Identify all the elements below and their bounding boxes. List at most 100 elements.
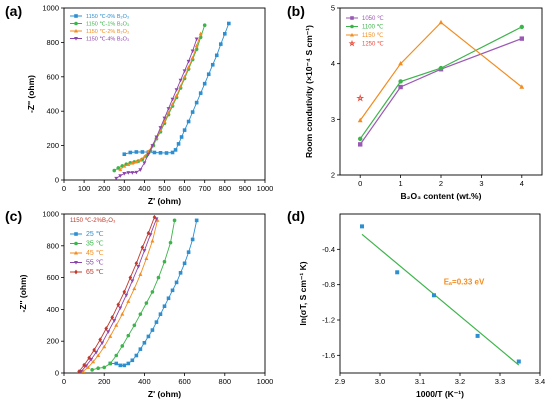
y-tick-label: -1.2 xyxy=(322,316,335,325)
x-tick-label: 3.2 xyxy=(455,377,465,386)
plot-area xyxy=(77,214,199,373)
data-point xyxy=(144,301,149,305)
data-point xyxy=(170,288,175,293)
data-point xyxy=(100,341,105,345)
data-point xyxy=(152,150,157,155)
data-point xyxy=(154,320,159,324)
data-point xyxy=(186,59,191,64)
data-point xyxy=(86,365,91,369)
data-point xyxy=(395,270,400,275)
data-point xyxy=(130,358,135,363)
panel-b: (b) 0 1 2 3 4 2 3 4 5 B₂O₃ content (wt.%) Room cond… xyxy=(287,3,543,201)
data-point xyxy=(176,142,181,146)
data-point xyxy=(87,355,91,361)
y-axis-title: Room condutivity (×10⁻⁴ S cm⁻¹) xyxy=(304,25,314,158)
data-point xyxy=(150,328,155,332)
series-2 xyxy=(118,31,203,172)
data-point xyxy=(108,334,113,338)
x-tick-label: 200 xyxy=(98,184,111,193)
data-point xyxy=(357,117,363,123)
data-point xyxy=(202,23,207,28)
series-3 xyxy=(356,94,365,102)
legend-marker xyxy=(74,250,78,255)
data-point xyxy=(173,148,178,152)
series-line xyxy=(359,26,523,140)
data-point xyxy=(358,142,363,147)
x-tick-label: 0 xyxy=(62,184,66,193)
data-point xyxy=(178,84,183,88)
legend-marker xyxy=(74,261,78,265)
data-point xyxy=(89,358,94,362)
panel-label: (c) xyxy=(5,208,22,224)
data-point xyxy=(150,238,155,243)
data-point xyxy=(190,55,195,60)
plot-area xyxy=(112,21,231,180)
series-2 xyxy=(357,19,525,123)
data-point xyxy=(170,150,175,155)
x-tick-label: 700 xyxy=(198,184,211,193)
data-point xyxy=(142,161,147,165)
legend-marker xyxy=(348,39,356,47)
data-point xyxy=(134,159,139,164)
y-tick-label: 400 xyxy=(46,305,59,314)
y-tick-label: 4 xyxy=(331,59,335,68)
data-point xyxy=(98,337,102,342)
y-tick-label: 600 xyxy=(46,72,59,81)
data-point xyxy=(126,299,131,303)
data-point xyxy=(210,62,215,67)
data-point xyxy=(102,344,107,349)
data-point xyxy=(122,363,127,368)
legend-entry: 1050 ℃ xyxy=(362,16,384,22)
data-point xyxy=(227,21,231,26)
x-tick-label: 400 xyxy=(138,377,151,386)
y-tick-label: -0.4 xyxy=(322,245,335,254)
data-point xyxy=(174,88,179,92)
y-axis-title: -Z'' (ohm) xyxy=(26,75,36,113)
y-tick-label: 800 xyxy=(46,38,59,47)
x-tick-label: 2.9 xyxy=(335,377,345,386)
data-point xyxy=(142,249,147,253)
data-point xyxy=(126,361,131,366)
data-point xyxy=(148,233,153,237)
data-point xyxy=(116,166,121,170)
data-point xyxy=(516,359,521,364)
data-point xyxy=(92,347,96,353)
x-tick-label: 800 xyxy=(219,377,232,386)
data-point xyxy=(519,36,524,41)
x-tick-label: 200 xyxy=(98,377,111,386)
data-point xyxy=(138,168,143,172)
data-point xyxy=(194,37,199,42)
data-point xyxy=(154,217,159,221)
data-point xyxy=(150,290,155,294)
legend-entry: 1150 ℃-1% B₂O₃ xyxy=(86,22,129,28)
x-tick-label: 3.0 xyxy=(375,377,385,386)
series-0 xyxy=(122,21,231,156)
legend-entry: 1100 ℃ xyxy=(362,25,384,31)
series-line xyxy=(114,25,206,171)
legend-marker xyxy=(74,28,78,33)
data-point xyxy=(156,275,161,280)
data-point xyxy=(158,151,163,155)
data-point xyxy=(112,168,117,173)
data-point xyxy=(126,171,131,175)
x-tick-label: 400 xyxy=(138,184,151,193)
data-point xyxy=(132,323,137,328)
legend-entry: 35 ℃ xyxy=(86,241,104,248)
data-point xyxy=(96,353,101,357)
data-point xyxy=(360,224,364,229)
x-tick-label: 1000 xyxy=(257,184,274,193)
data-point xyxy=(170,97,175,102)
legend-entry: 1150 ℃-2% B₂O₃ xyxy=(86,29,129,35)
x-tick-label: 3.3 xyxy=(495,377,505,386)
data-point xyxy=(130,171,135,175)
legend-entry: 1150 ℃-4% B₂O₃ xyxy=(86,37,129,43)
data-point xyxy=(166,107,171,111)
data-point xyxy=(178,271,183,275)
data-point xyxy=(519,84,525,89)
series-line xyxy=(116,38,198,179)
data-point xyxy=(198,31,203,36)
x-tick-label: 1000 xyxy=(257,377,274,386)
plot-area xyxy=(356,19,525,147)
data-point xyxy=(110,315,115,320)
legend-marker xyxy=(74,232,78,236)
